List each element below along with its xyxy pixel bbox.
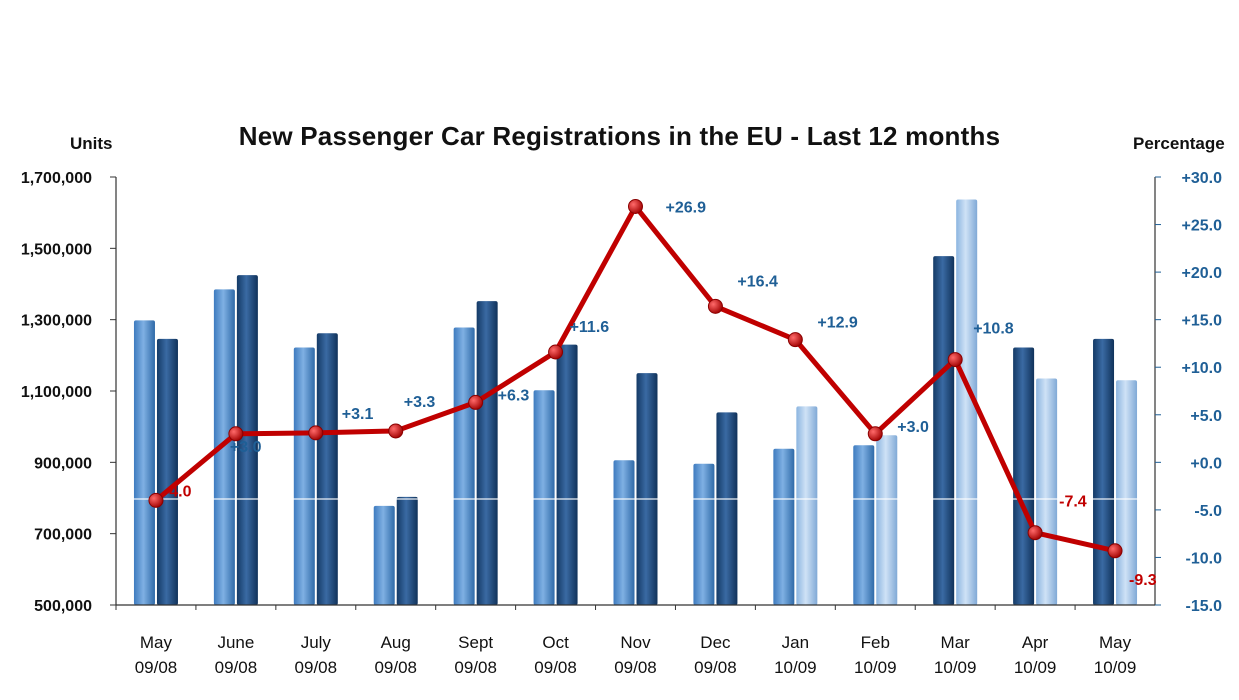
x-tick-label-month: May [140,633,173,652]
x-tick-label-month: Jan [782,633,809,652]
percentage-point-12 [1107,543,1123,559]
chart-title: New Passenger Car Registrations in the E… [238,121,1001,151]
bar-series1-1 [213,289,235,605]
percentage-data-label: +12.9 [817,315,858,332]
percentage-point-1 [228,426,244,442]
bar-series1-4 [453,327,475,605]
x-tick-label-month: July [301,633,332,652]
bar-series1-2 [293,347,315,605]
percentage-data-label: +3.0 [897,419,929,436]
right-axis-title: Percentage [1133,134,1225,153]
bar-series1-5 [533,390,555,605]
bar-series1-6 [613,460,635,605]
percentage-point-3 [388,423,404,439]
right-tick-label: -15.0 [1186,598,1223,615]
bar-series2-2 [316,333,338,605]
x-tick-label-month: Sept [458,633,493,652]
bar-series2-0 [156,338,178,605]
x-tick-label-period: 10/09 [854,658,897,677]
x-tick-label-month: Apr [1022,633,1049,652]
bar-series1-0 [133,320,155,605]
x-tick-label-period: 09/08 [694,658,737,677]
right-tick-label: +25.0 [1182,218,1223,235]
x-tick-label-period: 09/08 [614,658,657,677]
percentage-data-label: +16.4 [737,273,778,290]
bar-series2-8 [796,406,818,605]
x-tick-label-period: 10/09 [934,658,977,677]
percentage-data-label: +26.9 [666,199,707,216]
right-tick-label: +10.0 [1182,360,1223,377]
percentage-point-8 [787,332,803,348]
percentage-data-label: +3.0 [230,439,262,456]
percentage-point-11 [1027,525,1043,541]
percentage-data-label: -7.4 [1059,494,1087,511]
bar-series2-11 [1036,378,1058,605]
bar-series1-11 [1013,347,1035,605]
left-tick-label: 900,000 [34,455,92,472]
bar-series2-1 [236,275,258,605]
percentage-data-label: +3.1 [342,406,374,423]
right-tick-label: +30.0 [1182,170,1223,187]
percentage-point-6 [628,198,643,214]
x-tick-label-month: May [1099,633,1132,652]
x-tick-label-month: Mar [941,633,971,652]
x-tick-label-period: 10/09 [1014,658,1057,677]
percentage-point-7 [707,298,723,314]
bar-series1-10 [933,256,955,605]
x-tick-label-period: 09/08 [295,658,338,677]
x-tick-label-month: June [217,633,254,652]
percentage-point-2 [308,425,324,441]
x-tick-label-month: Aug [381,633,411,652]
left-tick-label: 500,000 [34,598,92,615]
x-tick-label-period: 09/08 [215,658,258,677]
percentage-data-label: -9.3 [1129,572,1157,589]
percentage-data-label: +3.3 [404,394,436,411]
left-tick-label: 1,500,000 [21,241,92,258]
percentage-data-label: +10.8 [973,321,1014,338]
x-tick-label-month: Nov [620,633,651,652]
right-tick-label: +5.0 [1190,408,1222,425]
right-tick-label: +15.0 [1182,313,1223,330]
percentage-data-label: -4.0 [164,483,192,500]
x-tick-label-period: 10/09 [1094,658,1137,677]
bar-series2-9 [876,435,898,605]
percentage-point-5 [548,344,564,360]
right-tick-label: -5.0 [1194,503,1222,520]
x-tick-label-period: 09/08 [374,658,417,677]
percentage-point-4 [468,394,484,410]
bar-series2-7 [716,412,738,605]
bar-series2-10 [956,199,978,605]
left-tick-label: 700,000 [34,527,92,544]
left-tick-label: 1,100,000 [21,384,92,401]
x-tick-label-period: 10/09 [774,658,817,677]
right-tick-label: -10.0 [1186,550,1223,567]
right-tick-label: +0.0 [1190,455,1222,472]
right-tick-label: +20.0 [1182,265,1223,282]
x-tick-label-period: 09/08 [534,658,577,677]
bar-series1-12 [1093,338,1115,605]
bar-series2-4 [476,301,498,605]
bar-series2-5 [556,344,578,605]
bar-series2-3 [396,496,418,605]
x-tick-label-month: Dec [700,633,731,652]
left-axis-title: Units [70,134,113,153]
percentage-point-10 [947,352,963,368]
percentage-data-label: +6.3 [498,387,530,404]
bar-series1-7 [693,463,715,605]
left-tick-label: 1,700,000 [21,170,92,187]
bar-series2-6 [636,373,658,605]
percentage-point-9 [867,426,883,442]
x-tick-label-month: Oct [542,633,569,652]
x-tick-label-month: Feb [861,633,890,652]
bar-series1-9 [853,445,875,605]
x-tick-label-period: 09/08 [135,658,178,677]
bar-series1-3 [373,505,395,605]
bar-series1-8 [773,448,795,605]
x-tick-label-period: 09/08 [454,658,497,677]
percentage-data-label: +11.6 [570,319,610,336]
percentage-point-0 [148,492,164,508]
left-tick-label: 1,300,000 [21,313,92,330]
